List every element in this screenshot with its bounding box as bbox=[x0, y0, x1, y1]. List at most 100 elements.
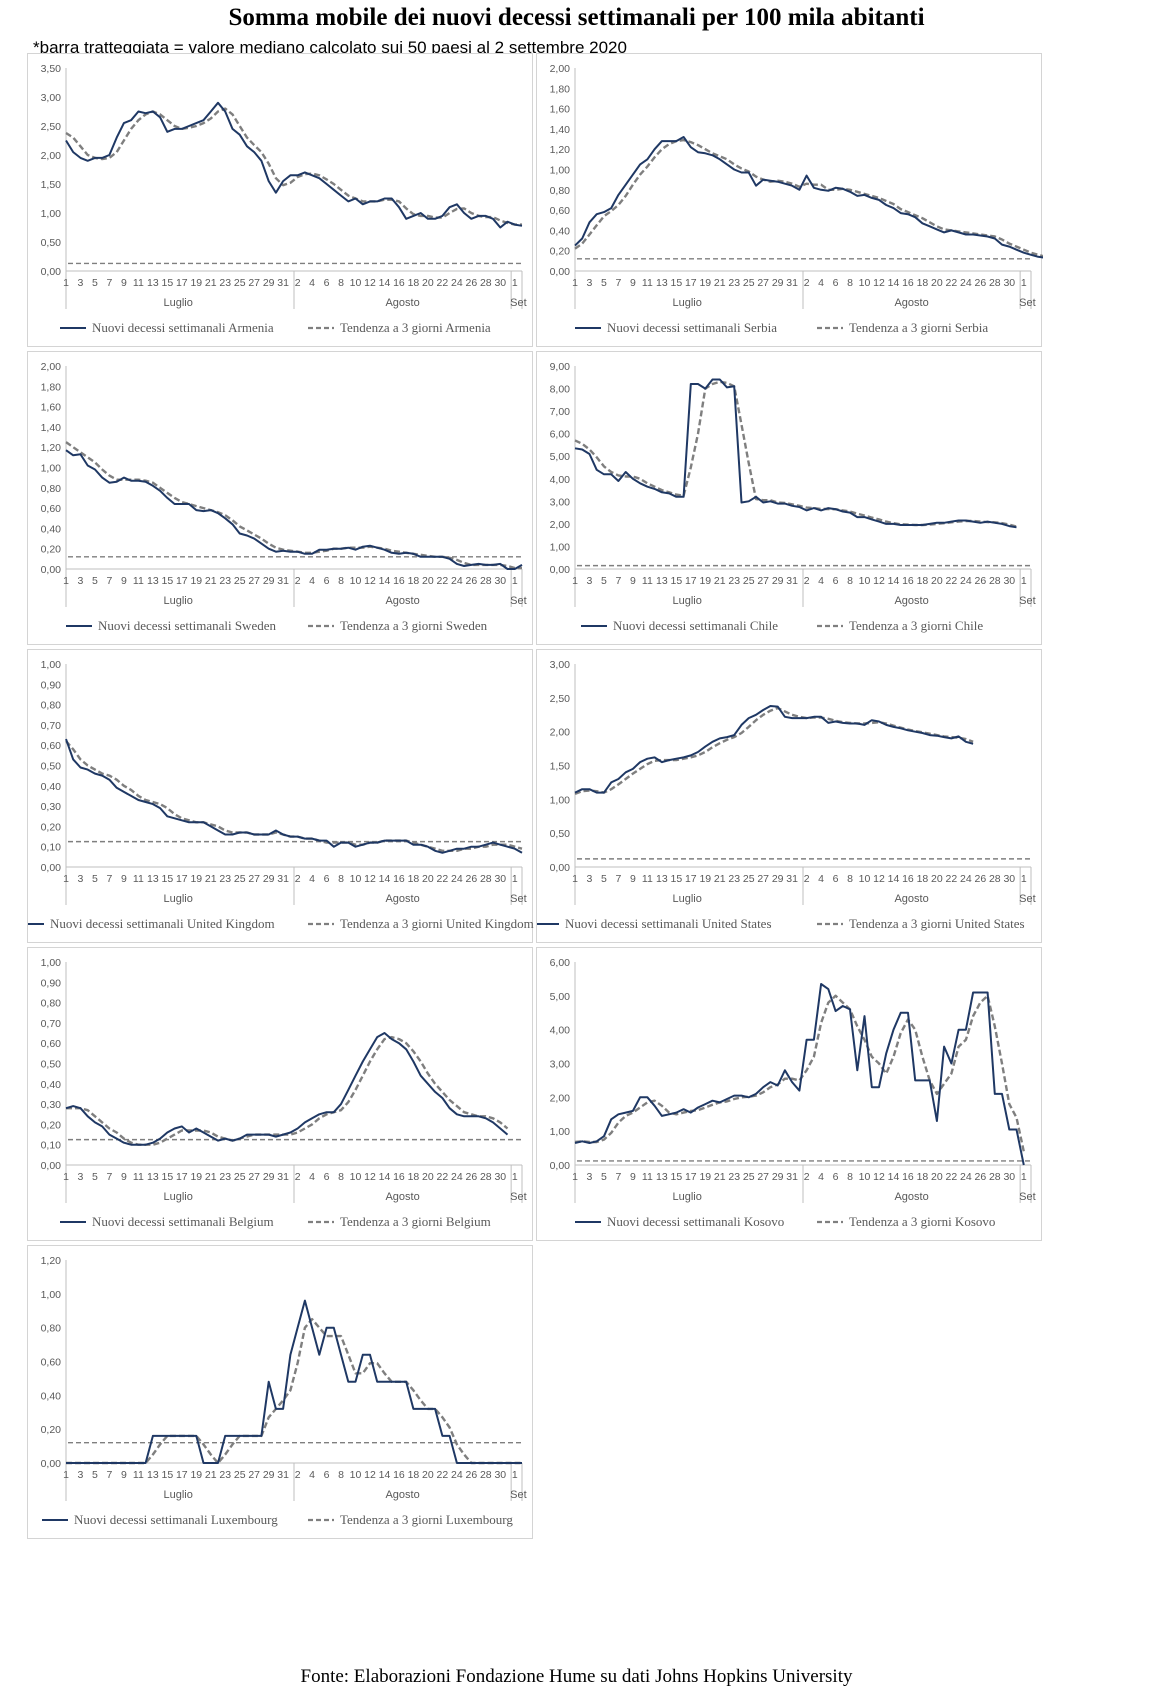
x-tick-label: 9 bbox=[630, 575, 636, 587]
x-tick-label: 15 bbox=[670, 277, 682, 289]
x-tick-label: 6 bbox=[833, 277, 839, 289]
x-tick-label: 17 bbox=[685, 873, 697, 885]
x-tick-label: 28 bbox=[989, 873, 1001, 885]
x-tick-label: 5 bbox=[601, 277, 607, 289]
x-tick-label: 18 bbox=[917, 873, 929, 885]
x-tick-label: 18 bbox=[408, 277, 420, 289]
x-tick-label: 15 bbox=[161, 873, 173, 885]
y-tick-label: 1,80 bbox=[550, 83, 571, 95]
x-tick-label: 3 bbox=[587, 575, 593, 587]
x-tick-label: 19 bbox=[190, 575, 202, 587]
x-tick-label: 28 bbox=[480, 1171, 492, 1183]
x-tick-label: 21 bbox=[714, 277, 726, 289]
x-tick-label: 18 bbox=[408, 1171, 420, 1183]
y-tick-label: 1,00 bbox=[41, 1289, 62, 1301]
x-tick-label: 1 bbox=[63, 1171, 69, 1183]
x-tick-label: 1 bbox=[512, 575, 518, 587]
x-tick-label: 16 bbox=[902, 1171, 914, 1183]
x-tick-label: 21 bbox=[714, 575, 726, 587]
chart-panel-sweden: 0,00 0,20 0,40 0,60 0,80 1,00 1,20 1,40 1,60 1,80… bbox=[27, 351, 533, 645]
x-tick-label: 9 bbox=[121, 575, 127, 587]
x-tick-label: 24 bbox=[451, 277, 463, 289]
x-tick-label: 13 bbox=[656, 1171, 668, 1183]
x-tick-label: 14 bbox=[888, 277, 900, 289]
x-tick-label: 25 bbox=[743, 575, 755, 587]
x-tick-label: 20 bbox=[931, 873, 943, 885]
x-tick-label: 7 bbox=[616, 873, 622, 885]
legend-label-trend: Tendenza a 3 giorni Luxembourg bbox=[340, 1512, 513, 1527]
x-tick-label: 17 bbox=[176, 277, 188, 289]
x-tick-label: 15 bbox=[670, 575, 682, 587]
month-label: Set bbox=[510, 1489, 527, 1501]
x-tick-label: 13 bbox=[147, 277, 159, 289]
x-tick-label: 13 bbox=[656, 277, 668, 289]
x-tick-label: 27 bbox=[248, 277, 260, 289]
x-tick-label: 5 bbox=[601, 873, 607, 885]
x-tick-label: 1 bbox=[512, 1171, 518, 1183]
x-tick-label: 3 bbox=[78, 873, 84, 885]
y-tick-label: 0,80 bbox=[550, 185, 571, 197]
x-tick-label: 3 bbox=[78, 1469, 84, 1481]
chart-panel-belgium: 0,00 0,10 0,20 0,30 0,40 0,50 0,60 0,70 0,80 0,90… bbox=[27, 947, 533, 1241]
x-tick-label: 22 bbox=[437, 873, 449, 885]
x-tick-label: 2 bbox=[295, 277, 301, 289]
x-tick-label: 15 bbox=[161, 277, 173, 289]
y-tick-label: 1,60 bbox=[41, 402, 62, 414]
x-tick-label: 1 bbox=[1021, 873, 1027, 885]
x-tick-label: 26 bbox=[465, 277, 477, 289]
x-tick-label: 19 bbox=[190, 277, 202, 289]
x-tick-label: 17 bbox=[176, 873, 188, 885]
y-tick-label: 2,00 bbox=[41, 361, 62, 373]
y-tick-label: 0,90 bbox=[41, 679, 62, 691]
legend-label-actual: Nuovi decessi settimanali Kosovo bbox=[607, 1214, 784, 1229]
x-tick-label: 23 bbox=[219, 277, 231, 289]
series-line-trend-serbia bbox=[574, 138, 1043, 258]
month-label: Luglio bbox=[673, 595, 702, 607]
y-tick-label: 3,00 bbox=[550, 1059, 571, 1071]
month-label: Agosto bbox=[894, 1191, 928, 1203]
y-tick-label: 1,20 bbox=[41, 442, 62, 454]
chart-panel-luxembourg: 0,00 0,20 0,40 0,60 0,80 1,00 1,20 1 3 5 7 9 11 13 15 1… bbox=[27, 1245, 533, 1539]
x-tick-label: 31 bbox=[786, 277, 798, 289]
y-tick-label: 0,60 bbox=[550, 205, 571, 217]
x-tick-label: 17 bbox=[176, 1171, 188, 1183]
x-tick-label: 27 bbox=[248, 873, 260, 885]
x-tick-label: 25 bbox=[234, 1469, 246, 1481]
y-tick-label: 6,00 bbox=[550, 429, 571, 441]
x-tick-label: 29 bbox=[263, 1469, 275, 1481]
y-tick-label: 0,60 bbox=[41, 1038, 62, 1050]
x-tick-label: 23 bbox=[728, 873, 740, 885]
x-tick-label: 11 bbox=[642, 575, 653, 587]
x-tick-label: 10 bbox=[859, 873, 871, 885]
y-tick-label: 0,40 bbox=[41, 1079, 62, 1091]
x-tick-label: 17 bbox=[176, 1469, 188, 1481]
y-tick-label: 1,00 bbox=[550, 794, 571, 806]
x-tick-label: 4 bbox=[309, 873, 315, 885]
x-tick-label: 23 bbox=[728, 1171, 740, 1183]
x-tick-label: 16 bbox=[393, 1171, 405, 1183]
x-tick-label: 2 bbox=[295, 1171, 301, 1183]
x-tick-label: 25 bbox=[743, 1171, 755, 1183]
y-tick-label: 1,00 bbox=[550, 1126, 571, 1138]
x-tick-label: 4 bbox=[818, 277, 824, 289]
y-tick-label: 0,00 bbox=[41, 1458, 62, 1470]
month-label: Set bbox=[510, 595, 527, 607]
x-tick-label: 3 bbox=[587, 1171, 593, 1183]
x-tick-label: 11 bbox=[133, 575, 144, 587]
y-tick-label: 0,80 bbox=[41, 700, 62, 712]
legend-label-actual: Nuovi decessi settimanali Luxembourg bbox=[74, 1512, 278, 1527]
x-tick-label: 21 bbox=[714, 1171, 726, 1183]
x-tick-label: 1 bbox=[63, 1469, 69, 1481]
x-tick-label: 9 bbox=[630, 873, 636, 885]
x-tick-label: 3 bbox=[78, 1171, 84, 1183]
x-tick-label: 1 bbox=[1021, 277, 1027, 289]
legend-label-actual: Nuovi decessi settimanali Serbia bbox=[607, 320, 777, 335]
x-tick-label: 29 bbox=[772, 277, 784, 289]
month-label: Luglio bbox=[673, 893, 702, 905]
y-tick-label: 0,80 bbox=[41, 1323, 62, 1335]
legend-label-trend: Tendenza a 3 giorni Serbia bbox=[849, 320, 988, 335]
legend-label-actual: Nuovi decessi settimanali Belgium bbox=[92, 1214, 274, 1229]
x-tick-label: 28 bbox=[480, 575, 492, 587]
x-tick-label: 16 bbox=[393, 277, 405, 289]
y-tick-label: 0,40 bbox=[41, 781, 62, 793]
